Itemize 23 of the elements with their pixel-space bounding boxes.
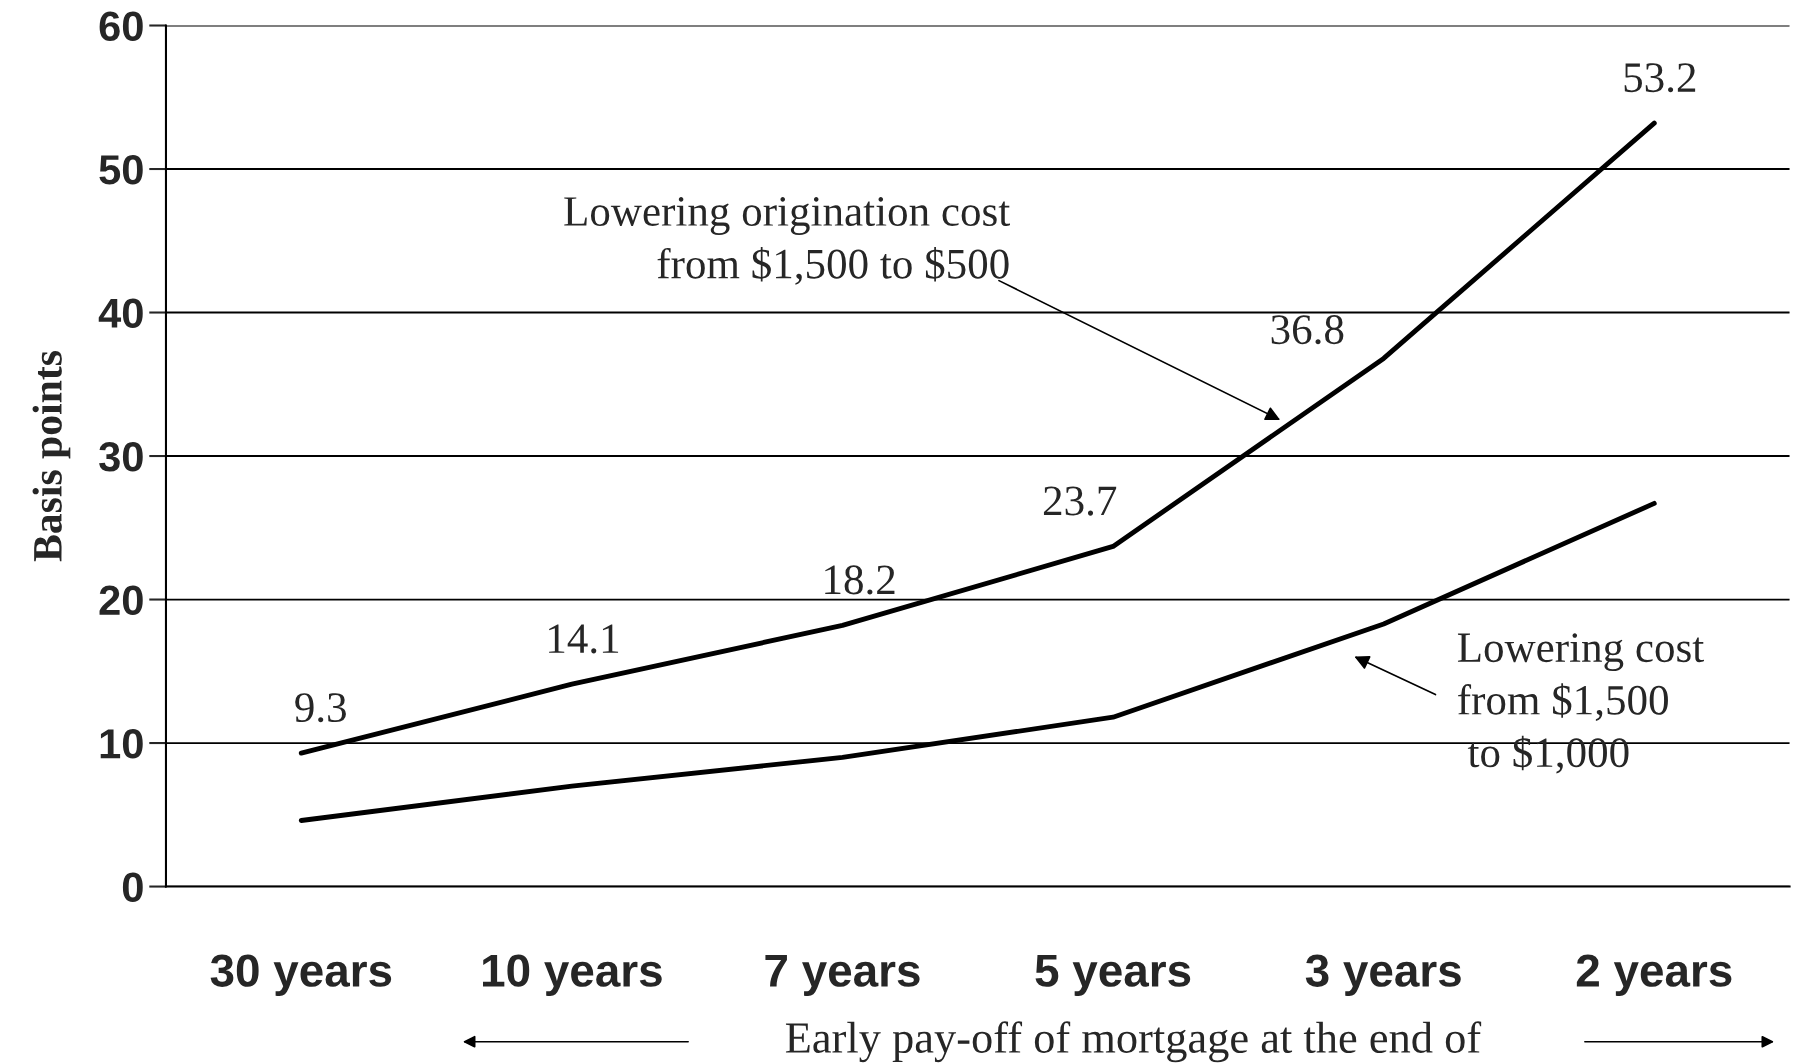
x-tick-label: 7 years	[765, 954, 920, 996]
x-tick-label: 10 years	[483, 954, 662, 996]
y-axis-title: Basis points	[32, 351, 71, 562]
x-tick-label: 3 years	[1305, 954, 1461, 996]
annotation: Lowering cost from $1,500 to $1,000	[1457, 633, 1704, 774]
y-tick-label: 60	[99, 11, 143, 42]
data-label: 18.2	[825, 565, 895, 595]
y-tick-label: 10	[100, 729, 143, 759]
x-tick-label: 30 years	[210, 954, 392, 996]
y-tick-label: 0	[122, 872, 143, 903]
x-tick-label: 5 years	[1035, 954, 1191, 996]
data-label: 14.1	[549, 624, 619, 654]
y-tick-label: 20	[99, 585, 143, 616]
x-axis-title: Early pay-off of mortgage at the end of	[785, 1021, 1482, 1063]
y-tick-label: 30	[99, 442, 143, 472]
x-tick-label: 2 years	[1576, 954, 1732, 996]
data-label: 9.3	[295, 693, 346, 723]
y-tick-label: 40	[98, 298, 143, 329]
annotation: Lowering origination cost from $1,500 to $500	[564, 197, 1010, 285]
data-label: 36.8	[1271, 315, 1344, 345]
data-label: 53.2	[1624, 63, 1696, 93]
data-label: 23.7	[1043, 486, 1117, 516]
y-tick-label: 50	[99, 155, 143, 185]
